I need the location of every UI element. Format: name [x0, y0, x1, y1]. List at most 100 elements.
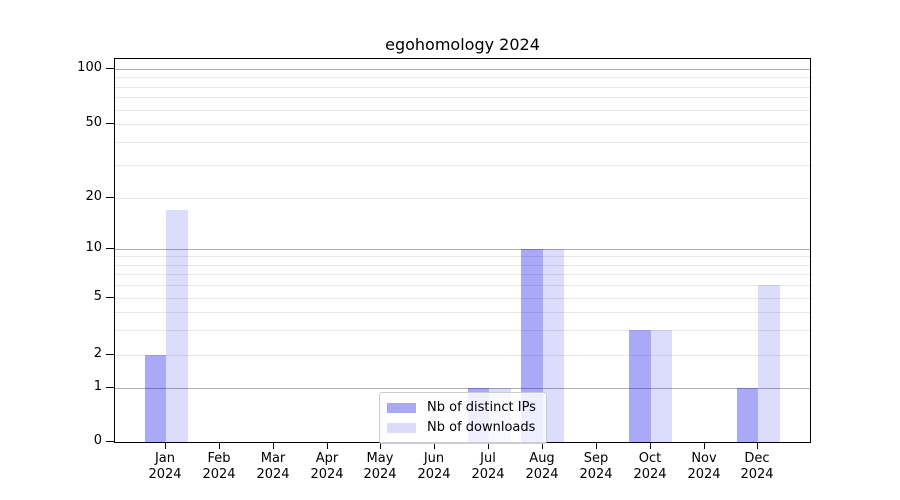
x-tick-month: Jun	[423, 451, 445, 466]
x-tick-month: Dec	[744, 451, 770, 466]
chart-title: egohomology 2024	[385, 35, 540, 54]
x-axis-tick	[273, 443, 274, 449]
y-tick-label: 1	[93, 379, 102, 394]
y-axis-tick	[106, 441, 114, 442]
y-gridline-minor	[115, 274, 810, 275]
y-gridline-minor	[115, 142, 810, 143]
bar-distinct-ips-oct	[629, 330, 651, 442]
y-axis-tick	[106, 387, 114, 388]
bar-downloads-jan	[166, 210, 188, 442]
x-tick-month: Nov	[691, 451, 717, 466]
legend-item-downloads: Nb of downloads	[387, 418, 536, 438]
bar-downloads-dec	[758, 285, 780, 442]
y-gridline-minor	[115, 256, 810, 257]
y-gridline-minor	[115, 265, 810, 266]
y-axis-tick	[106, 197, 114, 198]
y-gridline-minor	[115, 77, 810, 78]
y-axis-tick	[106, 248, 114, 249]
bar-downloads-oct	[650, 330, 673, 442]
y-tick-label: 0	[93, 433, 102, 448]
y-axis-tick	[106, 297, 114, 298]
plot-area: Nb of distinct IPs Nb of downloads	[114, 58, 811, 444]
bar-distinct-ips-dec	[736, 388, 759, 442]
x-tick-month: Jul	[480, 451, 496, 466]
y-gridline-major	[115, 388, 810, 389]
legend-label-distinct-ips: Nb of distinct IPs	[427, 400, 536, 415]
y-axis-tick	[106, 354, 114, 355]
x-tick-month: May	[366, 451, 394, 466]
y-gridline-minor	[115, 198, 810, 199]
x-tick-label: Jul 2024	[456, 451, 520, 483]
x-tick-month: Sep	[583, 451, 609, 466]
x-tick-year: 2024	[740, 467, 774, 482]
y-axis-tick	[106, 123, 114, 124]
y-gridline-minor	[115, 285, 810, 286]
x-axis-tick	[650, 443, 651, 449]
x-tick-year: 2024	[363, 467, 397, 482]
legend-swatch-downloads	[387, 423, 416, 433]
x-axis-tick	[596, 443, 597, 449]
y-tick-label: 20	[85, 189, 102, 204]
y-gridline-minor	[115, 355, 810, 356]
legend-swatch-distinct-ips	[387, 403, 416, 413]
x-tick-label: Sep 2024	[564, 451, 628, 483]
x-tick-year: 2024	[525, 467, 559, 482]
y-gridline-minor	[115, 124, 810, 125]
x-axis-tick	[488, 443, 489, 449]
x-tick-label: Mar 2024	[241, 451, 305, 483]
x-tick-month: Jan	[154, 451, 176, 466]
bar-distinct-ips-jan	[144, 355, 166, 442]
x-tick-label: Nov 2024	[672, 451, 736, 483]
x-axis-tick	[542, 443, 543, 449]
x-tick-label: Dec 2024	[725, 451, 789, 483]
x-tick-month: Aug	[529, 451, 555, 466]
legend-label-downloads: Nb of downloads	[427, 420, 536, 435]
y-gridline-minor	[115, 298, 810, 299]
x-axis-tick	[165, 443, 166, 449]
y-gridline-minor	[115, 87, 810, 88]
x-tick-label: Oct 2024	[618, 451, 682, 483]
x-axis-tick	[219, 443, 220, 449]
x-axis-tick	[434, 443, 435, 449]
x-axis-tick	[704, 443, 705, 449]
y-axis-tick	[106, 68, 114, 69]
legend-item-distinct-ips: Nb of distinct IPs	[387, 398, 536, 418]
y-gridline-minor	[115, 165, 810, 166]
x-axis-tick	[327, 443, 328, 449]
y-gridline-minor	[115, 97, 810, 98]
y-tick-label: 100	[77, 60, 102, 75]
y-tick-label: 2	[93, 346, 102, 361]
x-tick-year: 2024	[310, 467, 344, 482]
y-gridline-minor	[115, 110, 810, 111]
x-tick-year: 2024	[202, 467, 236, 482]
x-tick-label: Apr 2024	[295, 451, 359, 483]
x-tick-label: Jun 2024	[402, 451, 466, 483]
x-tick-year: 2024	[579, 467, 613, 482]
x-tick-label: May 2024	[348, 451, 412, 483]
x-tick-year: 2024	[148, 467, 182, 482]
y-tick-label: 5	[93, 289, 102, 304]
y-gridline-minor	[115, 312, 810, 313]
x-tick-year: 2024	[256, 467, 290, 482]
x-axis-tick	[757, 443, 758, 449]
x-tick-year: 2024	[687, 467, 721, 482]
x-tick-year: 2024	[471, 467, 505, 482]
y-gridline-minor	[115, 330, 810, 331]
bar-downloads-aug	[542, 249, 565, 442]
x-tick-year: 2024	[417, 467, 451, 482]
x-tick-month: Feb	[207, 451, 231, 466]
x-tick-month: Apr	[315, 451, 339, 466]
y-tick-label: 50	[85, 115, 102, 130]
x-tick-year: 2024	[633, 467, 667, 482]
x-tick-label: Jan 2024	[133, 451, 197, 483]
x-axis-tick	[380, 443, 381, 449]
y-gridline-major	[115, 249, 810, 250]
legend: Nb of distinct IPs Nb of downloads	[379, 392, 547, 444]
x-tick-label: Feb 2024	[187, 451, 251, 483]
y-tick-label: 10	[85, 240, 102, 255]
x-tick-month: Mar	[260, 451, 286, 466]
y-gridline-major	[115, 69, 810, 70]
x-tick-label: Aug 2024	[510, 451, 574, 483]
x-tick-month: Oct	[638, 451, 662, 466]
